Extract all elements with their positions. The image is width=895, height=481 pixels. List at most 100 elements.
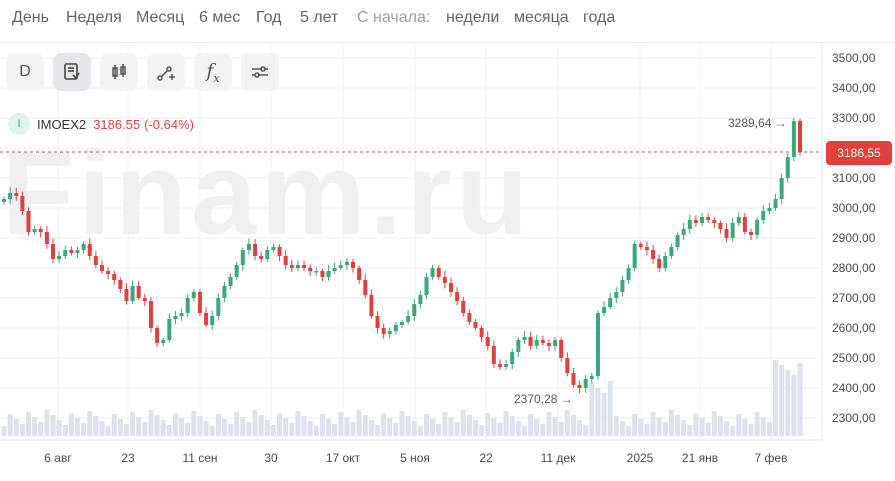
candle-body xyxy=(26,211,31,232)
candle-body xyxy=(246,244,251,250)
since-tab-year[interactable]: года xyxy=(583,9,616,26)
ticker-name: IMOEX2 xyxy=(37,116,87,132)
candle-body xyxy=(387,331,392,334)
volume-bar xyxy=(87,411,93,436)
candle-body xyxy=(700,217,705,223)
volume-bar xyxy=(724,421,730,436)
draw-button[interactable] xyxy=(147,53,185,91)
indicators-button[interactable] xyxy=(53,53,91,91)
interval-label: D xyxy=(19,63,31,80)
candle-body xyxy=(228,277,233,286)
candle-body xyxy=(712,220,717,223)
volume-bar xyxy=(797,363,803,436)
volume-bar xyxy=(528,414,534,436)
period-tab-6m[interactable]: 6 мес xyxy=(199,9,241,26)
period-tab-week[interactable]: Неделя xyxy=(66,9,122,26)
candle-body xyxy=(455,292,460,301)
settings-button[interactable] xyxy=(241,53,279,91)
candle-body xyxy=(565,358,570,373)
volume-bar xyxy=(50,415,56,436)
candle-body xyxy=(167,319,172,340)
volume-bar xyxy=(221,419,227,436)
volume-bar xyxy=(466,415,472,436)
period-tab-5y[interactable]: 5 лет xyxy=(300,9,339,26)
x-tick-label: 17 окт xyxy=(326,451,361,465)
volume-bar xyxy=(546,412,552,436)
candle-body xyxy=(369,295,374,316)
volume-bar xyxy=(650,412,656,436)
y-tick-label: 3100,00 xyxy=(832,171,876,185)
candle-body xyxy=(161,340,166,343)
ticker-change: (-0.64%) xyxy=(144,116,194,132)
volume-bar xyxy=(252,410,258,436)
volume-bar xyxy=(742,419,748,436)
candle-body xyxy=(106,271,111,274)
volume-bar xyxy=(68,413,74,436)
volume-bar xyxy=(601,393,607,436)
candle-body xyxy=(8,193,13,199)
volume-bar xyxy=(332,424,338,436)
volume-bar xyxy=(791,375,797,436)
candles-button[interactable] xyxy=(100,53,138,91)
volume-bar xyxy=(399,411,405,436)
candle-body xyxy=(32,229,37,232)
x-tick-label: 6 авг xyxy=(44,451,72,465)
candle-body xyxy=(357,268,362,280)
candle-body xyxy=(528,337,533,346)
volume-bar xyxy=(368,420,374,436)
candle-body xyxy=(497,364,502,367)
candle-body xyxy=(2,199,6,202)
period-tab-day[interactable]: День xyxy=(12,9,49,26)
volume-bar xyxy=(638,419,644,436)
volume-bar xyxy=(699,418,705,436)
candle-body xyxy=(626,268,631,280)
volume-bar xyxy=(717,416,723,436)
candle-body xyxy=(730,223,735,238)
candle-body xyxy=(546,343,551,346)
fx-button[interactable]: fx xyxy=(194,53,232,91)
volume-bar xyxy=(632,414,638,436)
volume-bar xyxy=(289,423,295,436)
volume-bar xyxy=(105,426,111,436)
volume-bar xyxy=(785,370,791,436)
ticker-badge[interactable]: I xyxy=(8,113,30,135)
volume-bar xyxy=(264,420,270,436)
since-tab-month[interactable]: месяца xyxy=(514,9,569,26)
candle-body xyxy=(302,265,307,268)
y-tick-label: 3000,00 xyxy=(832,201,876,215)
candle-body xyxy=(136,286,141,298)
volume-bar xyxy=(730,426,736,436)
candle-body xyxy=(589,376,594,379)
volume-bar xyxy=(44,410,50,436)
period-tab-month[interactable]: Месяц xyxy=(136,9,185,26)
volume-bar xyxy=(326,419,332,436)
candle-body xyxy=(75,250,80,253)
volume-bar xyxy=(209,426,215,436)
x-tick-label: 5 ноя xyxy=(400,451,430,465)
header-divider xyxy=(0,42,895,43)
volume-bar xyxy=(74,418,80,436)
volume-bar xyxy=(375,425,381,436)
volume-bar xyxy=(626,426,632,436)
volume-bar xyxy=(760,417,766,436)
candle-body xyxy=(749,232,754,235)
volume-bar xyxy=(509,416,515,436)
candle-body xyxy=(204,313,209,325)
volume-bar xyxy=(607,381,613,436)
candle-body xyxy=(675,235,680,247)
since-tab-week[interactable]: недели xyxy=(446,9,500,26)
candle-body xyxy=(173,316,178,319)
candle-body xyxy=(644,247,649,250)
volume-bar xyxy=(766,422,772,436)
candle-body xyxy=(595,313,600,376)
period-tab-year[interactable]: Год xyxy=(256,9,282,26)
x-tick-label: 11 сен xyxy=(182,451,217,465)
interval-button[interactable]: D xyxy=(6,53,44,91)
candle-body xyxy=(534,340,539,346)
x-tick-label: 23 xyxy=(121,451,135,465)
candle-body xyxy=(155,328,160,343)
candle-body xyxy=(363,280,368,295)
candle-body xyxy=(583,379,588,388)
volume-bar xyxy=(430,419,436,436)
